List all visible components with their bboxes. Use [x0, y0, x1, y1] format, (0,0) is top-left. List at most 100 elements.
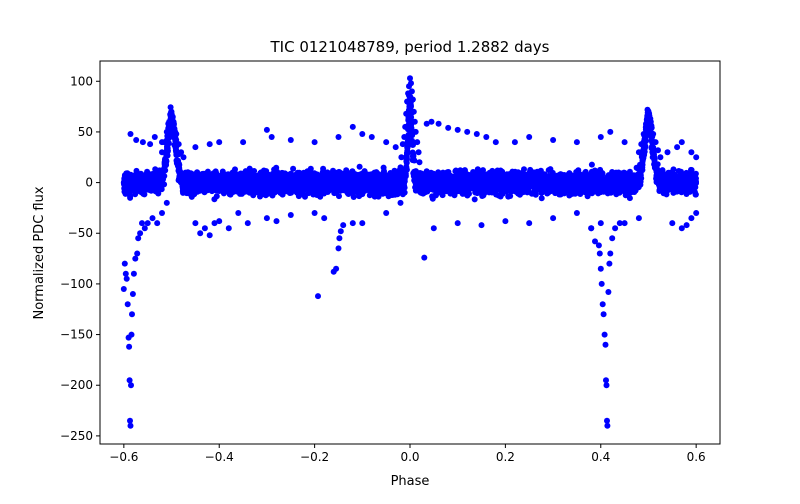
scatter-point	[275, 171, 282, 178]
scatter-point	[213, 170, 220, 177]
scatter-point	[246, 165, 253, 172]
scatter-point	[466, 172, 473, 179]
scatter-point	[461, 167, 468, 174]
scatter-point	[651, 161, 658, 168]
scatter-point	[623, 175, 630, 182]
scatter-point	[588, 161, 595, 168]
scatter-point	[678, 168, 684, 175]
scatter-point	[575, 177, 582, 184]
scatter-point	[356, 193, 363, 200]
scatter-point	[626, 168, 633, 175]
scatter-point	[404, 138, 411, 145]
scatter-point	[622, 192, 629, 199]
scatter-point	[227, 191, 234, 198]
scatter-point	[659, 167, 666, 174]
scatter-point	[566, 170, 573, 177]
scatter-point	[368, 187, 375, 194]
scatter-point	[258, 175, 265, 182]
scatter-point	[340, 179, 347, 186]
scatter-point	[560, 187, 567, 194]
scatter-point	[356, 163, 363, 170]
scatter-point	[271, 166, 278, 173]
scatter-point	[653, 166, 659, 173]
scatter-point	[324, 171, 331, 178]
scatter-point	[299, 175, 306, 182]
scatter-point	[480, 192, 487, 199]
scatter-point	[640, 152, 647, 159]
scatter-point	[213, 193, 220, 200]
scatter-point	[421, 188, 428, 195]
scatter-point	[149, 186, 156, 192]
scatter-point	[404, 151, 410, 158]
scatter-point	[663, 191, 670, 198]
scatter-point	[411, 157, 418, 164]
scatter-point	[681, 176, 688, 183]
scatter-point	[198, 172, 205, 178]
scatter-point	[350, 194, 357, 200]
scatter-point	[337, 169, 344, 176]
scatter-point	[650, 144, 657, 151]
scatter-point	[121, 172, 128, 179]
scatter-point	[521, 166, 527, 173]
scatter-point	[290, 165, 297, 172]
scatter-point	[471, 196, 478, 203]
scatter-point	[494, 167, 501, 174]
scatter-point	[692, 191, 699, 198]
scatter-point	[125, 190, 132, 197]
scatter-point	[316, 189, 322, 196]
scatter-point	[569, 174, 576, 181]
scatter-point	[616, 186, 623, 193]
scatter-point	[575, 167, 582, 174]
scatter-point	[403, 165, 410, 172]
scatter-point	[542, 186, 549, 193]
scatter-point	[638, 167, 644, 174]
scatter-point	[507, 193, 514, 199]
scatter-point	[474, 168, 481, 174]
scatter-point	[458, 171, 465, 177]
scatter-point	[506, 171, 513, 178]
scatter-point	[597, 166, 604, 173]
scatter-point	[423, 168, 430, 175]
scatter-point	[613, 169, 620, 176]
scatter-point	[486, 169, 493, 176]
scatter-point	[307, 165, 314, 172]
scatter-point	[228, 173, 235, 180]
scatter-point	[343, 173, 350, 180]
scatter-point	[512, 168, 519, 175]
scatter-point	[570, 183, 577, 190]
scatter-point	[195, 187, 202, 194]
scatter-point	[322, 176, 329, 183]
scatter-point	[315, 173, 322, 180]
scatter-point	[403, 158, 410, 165]
scatter-point	[330, 167, 336, 174]
scatter-point	[547, 166, 554, 173]
scatter-point	[661, 182, 668, 189]
scatter-points	[120, 75, 700, 429]
scatter-point	[551, 182, 558, 189]
scatter-point	[639, 158, 646, 165]
scatter-point	[688, 167, 695, 173]
scatter-point	[152, 166, 159, 173]
scatter-point	[538, 195, 545, 202]
scatter-point	[427, 177, 434, 183]
scatter-point	[497, 193, 504, 200]
scatter-point	[336, 193, 342, 200]
scatter-point	[459, 186, 466, 193]
scatter-point	[288, 174, 295, 181]
scatter-point	[429, 193, 436, 200]
scatter-point	[271, 171, 278, 178]
scatter-point	[279, 183, 286, 190]
scatter-point	[449, 174, 456, 181]
scatter-point	[175, 157, 182, 164]
scatter-point	[237, 173, 244, 179]
scatter-point	[471, 172, 478, 179]
scatter-point	[127, 194, 134, 201]
scatter-point	[376, 172, 383, 179]
scatter-point	[375, 193, 382, 200]
scatter-point	[628, 189, 634, 196]
scatter-point	[165, 140, 172, 147]
scatter-point	[480, 167, 486, 174]
